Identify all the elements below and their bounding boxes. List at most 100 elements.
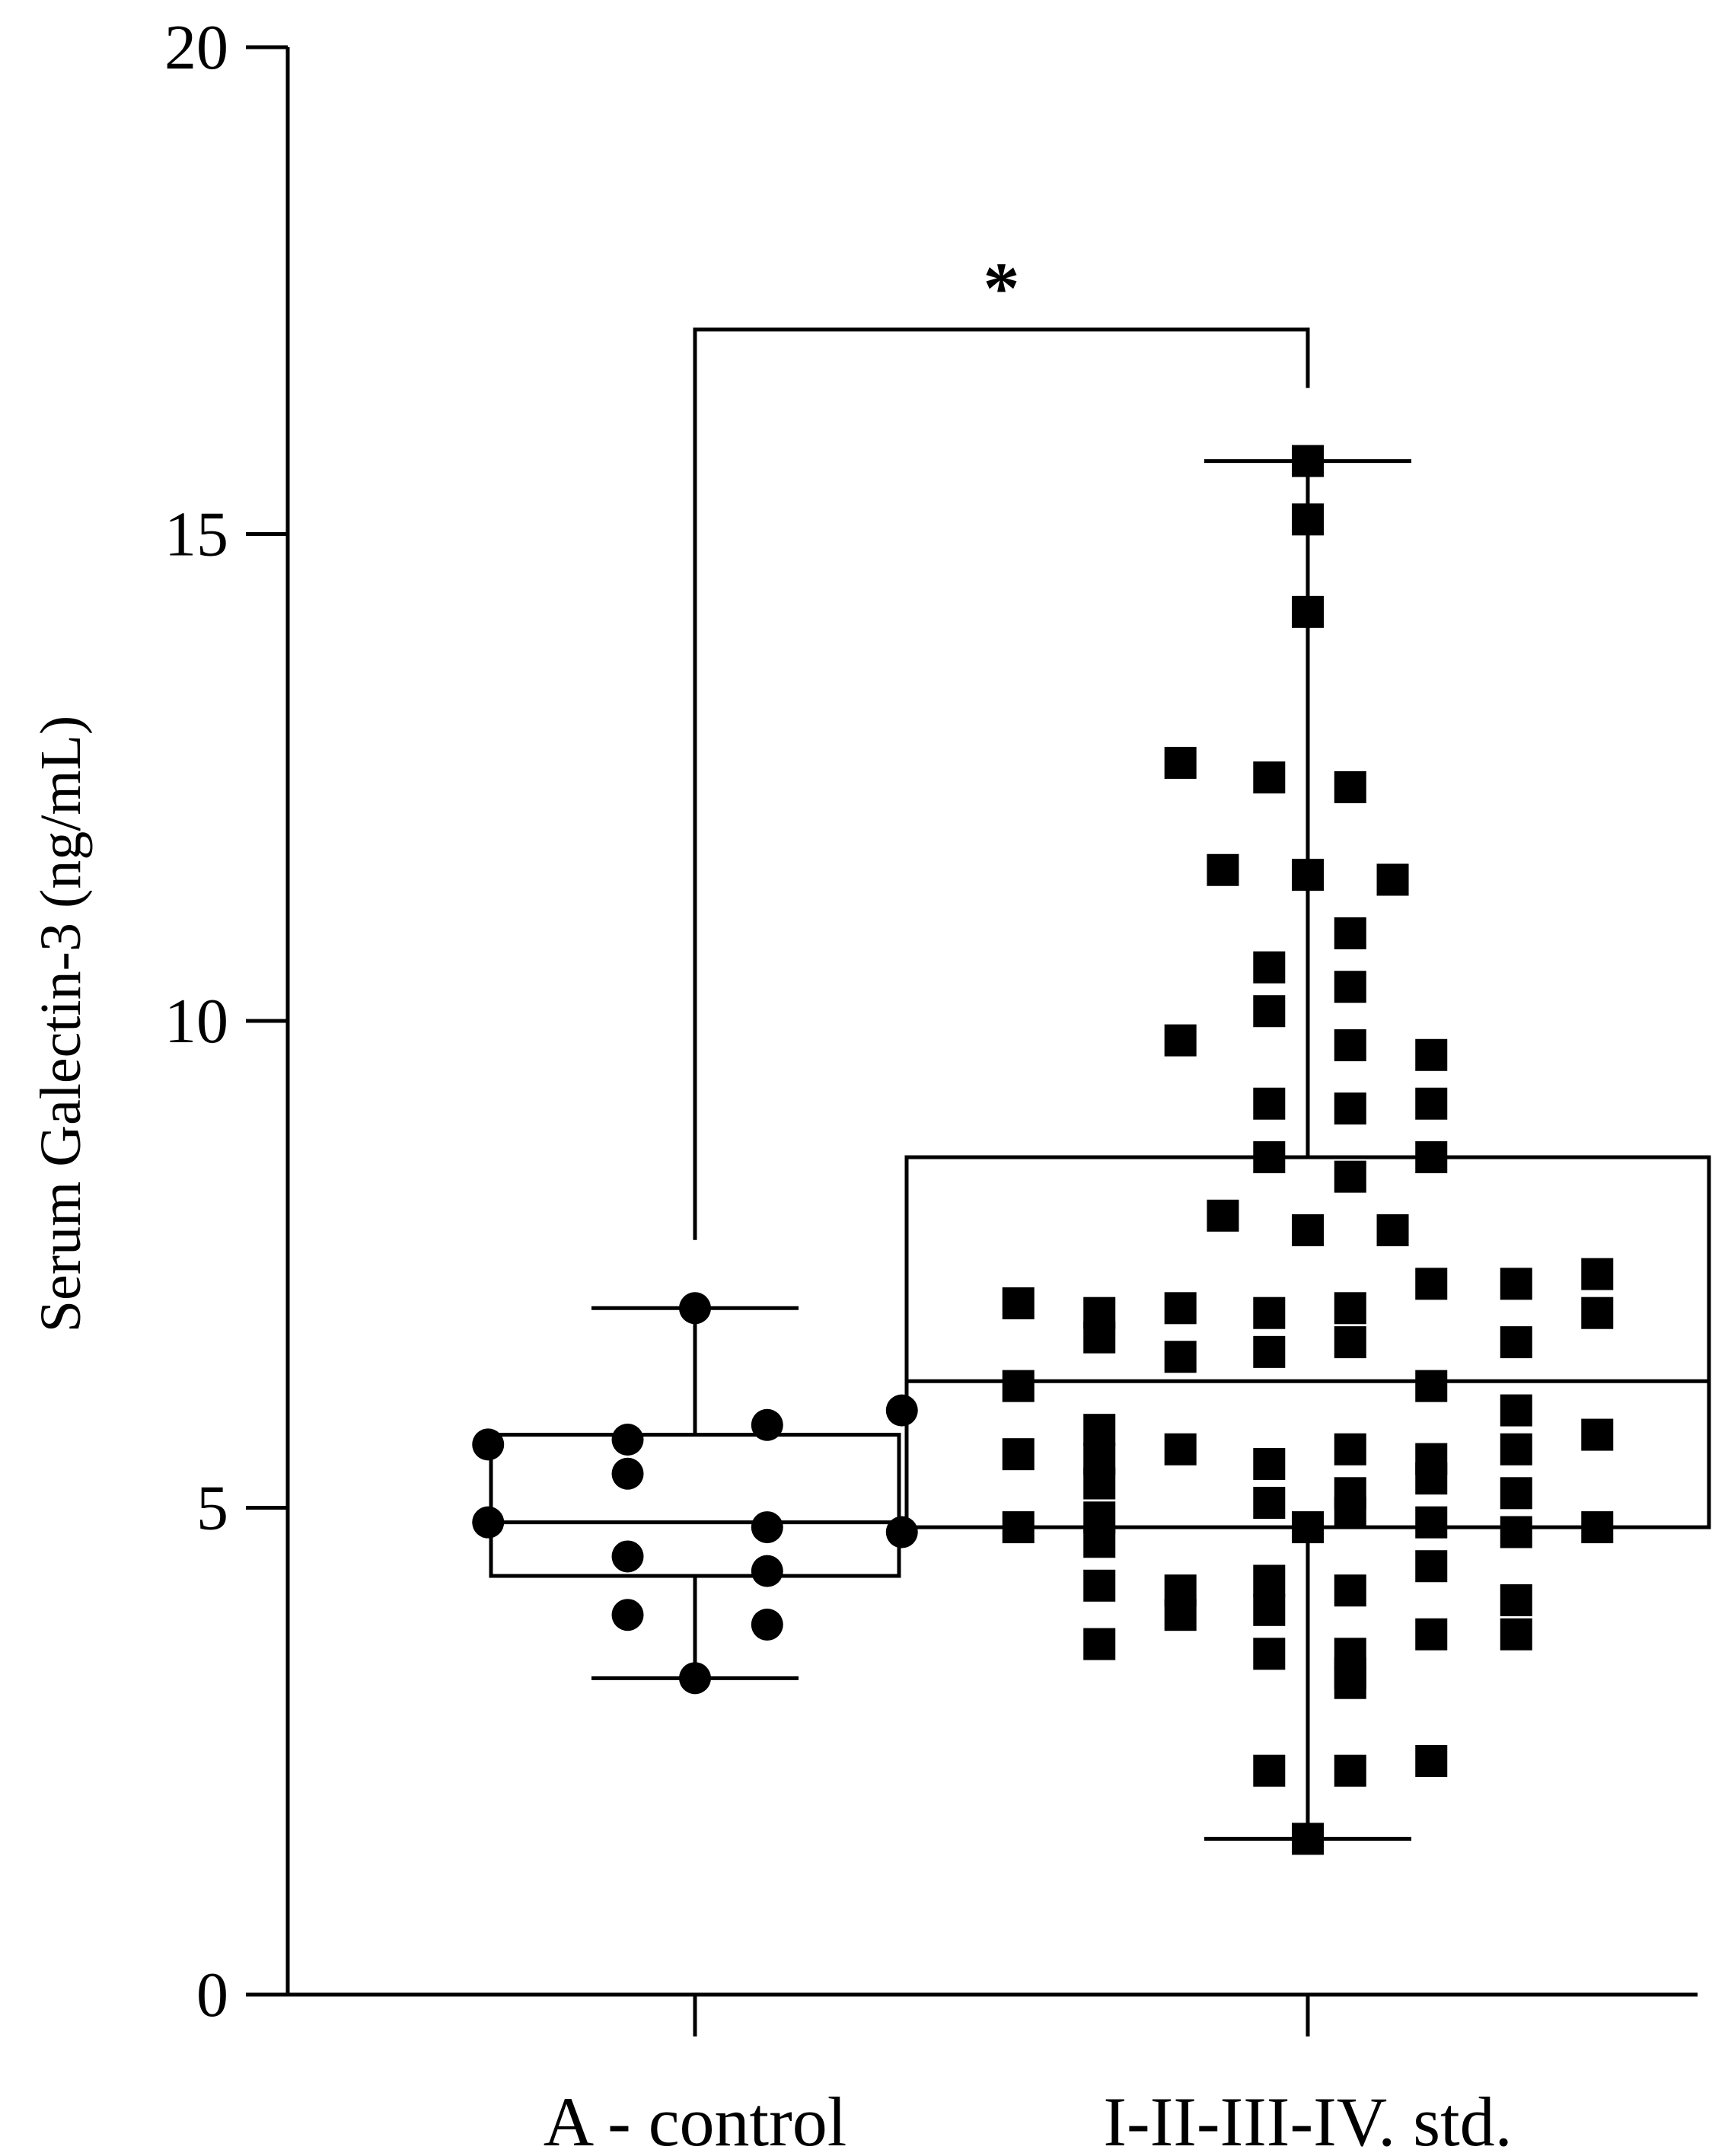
data-point — [1164, 1292, 1197, 1325]
data-point — [1083, 1526, 1116, 1558]
data-point — [1500, 1618, 1532, 1650]
data-point — [1207, 853, 1239, 886]
y-tick-label: 0 — [196, 1960, 228, 2030]
data-point — [1164, 747, 1197, 780]
interquartile-box — [904, 1155, 1711, 1529]
data-point — [611, 1457, 644, 1490]
data-point — [1334, 1496, 1366, 1529]
points-1 — [472, 1292, 918, 1695]
data-point — [1164, 1599, 1197, 1631]
data-point — [1292, 1214, 1324, 1246]
data-point — [1253, 1487, 1286, 1520]
data-point — [1002, 1511, 1035, 1544]
data-point — [1500, 1477, 1532, 1510]
significance-bracket: * — [693, 247, 1310, 1240]
data-point — [1415, 1745, 1448, 1778]
data-point — [679, 1662, 711, 1695]
data-point — [611, 1540, 644, 1573]
box-1 — [489, 1306, 901, 1680]
box-2 — [904, 459, 1711, 1841]
data-point — [1253, 1564, 1286, 1597]
data-point — [751, 1555, 783, 1587]
data-point — [1581, 1258, 1614, 1290]
data-point — [1415, 1370, 1448, 1402]
x-tick-label: I-II-III-IV. std. — [1103, 2083, 1512, 2156]
data-point — [1164, 1341, 1197, 1373]
data-point — [1376, 1214, 1409, 1246]
data-point — [1334, 1433, 1366, 1466]
data-point — [1581, 1511, 1614, 1544]
data-point — [1002, 1287, 1035, 1319]
data-point — [1083, 1321, 1116, 1354]
data-point — [1164, 1024, 1197, 1057]
data-point — [1415, 1618, 1448, 1650]
data-point — [1500, 1394, 1532, 1427]
data-point — [1253, 1447, 1286, 1480]
data-point — [1253, 951, 1286, 984]
data-point — [1334, 1160, 1366, 1193]
data-point — [611, 1423, 644, 1456]
y-tick-label: 15 — [164, 499, 228, 570]
data-point — [1253, 761, 1286, 794]
data-point — [1334, 1029, 1366, 1061]
data-point — [1334, 1092, 1366, 1125]
data-point — [885, 1516, 918, 1548]
data-point — [1581, 1296, 1614, 1329]
data-point — [1292, 1823, 1324, 1855]
data-point — [1292, 595, 1324, 628]
data-point — [1334, 917, 1366, 949]
data-point — [1253, 995, 1286, 1028]
data-point — [1334, 971, 1366, 1003]
data-point — [1581, 1418, 1614, 1451]
data-point — [1500, 1516, 1532, 1548]
data-point — [1334, 1574, 1366, 1607]
data-point — [1292, 1511, 1324, 1544]
axes: 0 5 10 15 20 A - control I-II-III-IV. std. — [164, 12, 1698, 2156]
data-point — [1253, 1593, 1286, 1626]
data-point — [885, 1394, 918, 1427]
data-point — [1415, 1506, 1448, 1539]
data-point — [1500, 1433, 1532, 1466]
data-point — [1415, 1087, 1448, 1120]
y-axis-label: Serum Galectin-3 (ng/mL) — [29, 716, 93, 1332]
data-point — [1500, 1584, 1532, 1617]
data-point — [1415, 1550, 1448, 1583]
data-point — [679, 1292, 711, 1325]
data-point — [1253, 1754, 1286, 1787]
data-point — [1334, 1326, 1366, 1359]
data-point — [1002, 1438, 1035, 1471]
data-point — [1334, 771, 1366, 804]
significance-line — [693, 327, 1310, 1240]
data-point — [1376, 863, 1409, 896]
data-point — [751, 1608, 783, 1641]
data-point — [1415, 1462, 1448, 1495]
data-point — [1415, 1038, 1448, 1071]
data-point — [1500, 1326, 1532, 1359]
y-tick-label: 5 — [196, 1473, 228, 1544]
data-point — [472, 1428, 505, 1461]
data-point — [1334, 1666, 1366, 1699]
data-point — [1083, 1569, 1116, 1602]
data-points — [472, 445, 1614, 1855]
data-point — [472, 1506, 505, 1539]
data-point — [1292, 445, 1324, 477]
interquartile-box — [489, 1433, 901, 1578]
data-point — [1292, 503, 1324, 536]
data-point — [1083, 1414, 1116, 1446]
data-point — [1083, 1467, 1116, 1500]
data-point — [1207, 1199, 1239, 1232]
data-point — [1253, 1296, 1286, 1329]
significance-marker: * — [984, 247, 1020, 329]
data-point — [1334, 1292, 1366, 1325]
data-point — [1253, 1087, 1286, 1120]
data-point — [1164, 1433, 1197, 1466]
data-point — [1500, 1268, 1532, 1300]
data-point — [611, 1599, 644, 1631]
data-point — [1334, 1754, 1366, 1787]
data-point — [751, 1511, 783, 1544]
data-point — [1415, 1141, 1448, 1174]
points-2 — [1002, 445, 1614, 1855]
data-point — [1292, 859, 1324, 891]
y-tick-label: 10 — [164, 986, 228, 1057]
